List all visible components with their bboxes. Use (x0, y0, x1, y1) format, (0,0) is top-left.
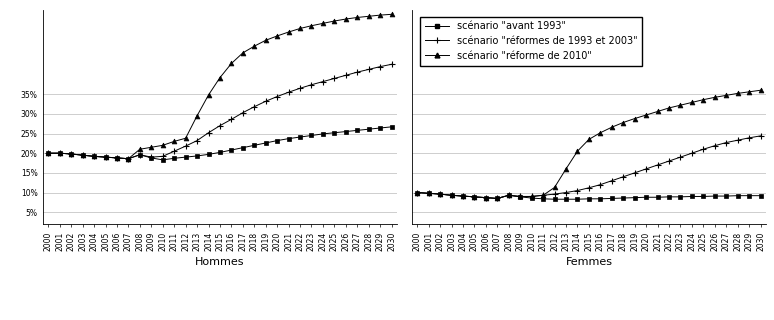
X-axis label: Hommes: Hommes (195, 257, 245, 267)
X-axis label: Femmes: Femmes (565, 257, 612, 267)
Legend: scénario "avant 1993", scénario "réformes de 1993 et 2003", scénario "réforme de: scénario "avant 1993", scénario "réforme… (420, 17, 642, 66)
